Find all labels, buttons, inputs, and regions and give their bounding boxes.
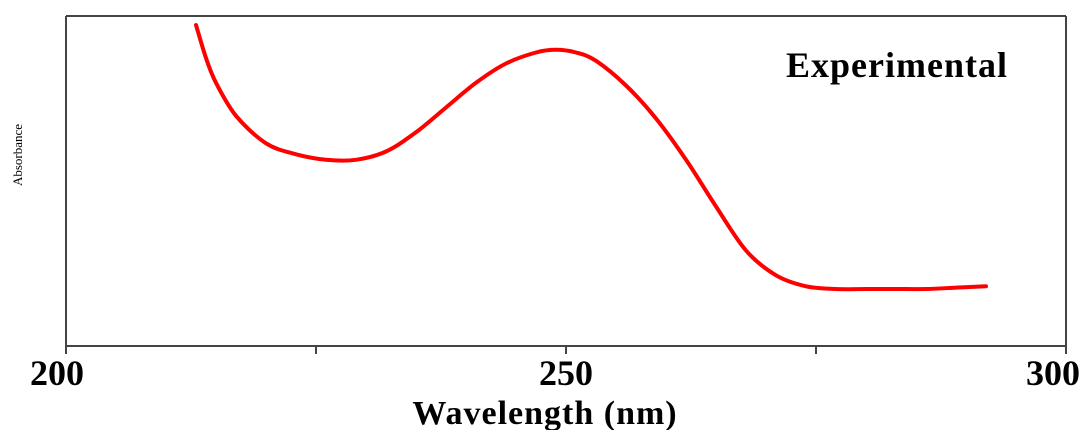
absorbance-line-0 bbox=[194, 23, 988, 292]
x-axis-tick-labels: 200 250 300 bbox=[30, 353, 1080, 393]
x-axis-ticks bbox=[65, 346, 1067, 354]
x-tick-label-300: 300 bbox=[1026, 353, 1080, 393]
x-tick-label-200: 200 bbox=[30, 353, 84, 393]
x-tick-label-250: 250 bbox=[539, 353, 593, 393]
y-axis-label: Absorbance bbox=[10, 124, 25, 186]
data-series bbox=[194, 23, 988, 292]
x-axis-label: Wavelength (nm) bbox=[412, 395, 677, 430]
experimental-annotation: Experimental bbox=[786, 45, 1008, 85]
